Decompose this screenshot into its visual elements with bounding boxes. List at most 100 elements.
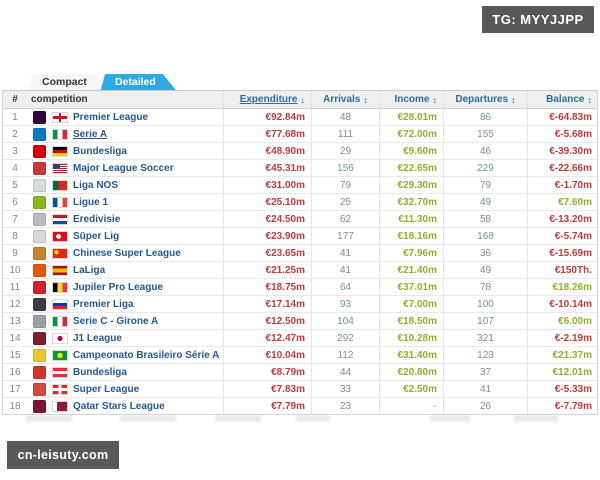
balance-cell: €-7.79m xyxy=(527,398,597,414)
competition-link[interactable]: Liga NOS xyxy=(73,179,119,191)
expenditure-sort-link[interactable]: Expenditure xyxy=(239,94,298,105)
rank-cell: 7 xyxy=(12,213,18,225)
arrivals-cell: 48 xyxy=(311,109,379,125)
competition-link[interactable]: Bundesliga xyxy=(73,145,127,157)
competition-link[interactable]: Major League Soccer xyxy=(73,162,174,174)
league-logo-icon xyxy=(33,127,46,141)
country-flag-icon xyxy=(52,366,68,378)
departures-cell: 168 xyxy=(443,228,527,244)
income-cell: €10.28m xyxy=(379,330,443,346)
country-flag-icon xyxy=(52,213,68,225)
tab-detailed[interactable]: Detailed xyxy=(101,74,176,90)
header-expenditure: Expenditure ↓ xyxy=(223,91,311,108)
country-flag-icon xyxy=(52,264,68,276)
balance-cell: €-15.69m xyxy=(527,245,597,261)
country-flag-icon xyxy=(52,145,68,157)
competition-link[interactable]: Campeonato Brasileiro Série A xyxy=(73,349,220,361)
country-flag-icon xyxy=(52,332,68,344)
arrivals-cell: 29 xyxy=(311,143,379,159)
country-flag-icon xyxy=(52,281,68,293)
income-cell: €29.30m xyxy=(379,177,443,193)
competition-link[interactable]: Süper Lig xyxy=(73,230,120,242)
arrivals-cell: 177 xyxy=(311,228,379,244)
departures-cell: 321 xyxy=(443,330,527,346)
arrivals-cell: 44 xyxy=(311,364,379,380)
competition-link[interactable]: Super League xyxy=(73,383,140,395)
expenditure-cell: €17.14m xyxy=(223,296,311,312)
rank-cell: 9 xyxy=(12,247,18,259)
balance-cell: €-1.70m xyxy=(527,177,597,193)
competition-link[interactable]: J1 League xyxy=(73,332,122,344)
balance-cell: €-39.30m xyxy=(527,143,597,159)
arrivals-cell: 93 xyxy=(311,296,379,312)
competition-link[interactable]: Premier Liga xyxy=(73,298,134,310)
pixelation-artifact xyxy=(296,415,330,422)
balance-sort-link[interactable]: Balance xyxy=(546,94,585,105)
income-cell: €18.16m xyxy=(379,228,443,244)
expenditure-cell: €12.50m xyxy=(223,313,311,329)
table-row: 6 Ligue 1 €25.10m 25 €32.70m 49 €7.60m xyxy=(3,194,597,211)
arrivals-cell: 33 xyxy=(311,381,379,397)
arrivals-cell: 23 xyxy=(311,398,379,414)
expenditure-cell: €23.65m xyxy=(223,245,311,261)
sort-both-icon[interactable]: ↕ xyxy=(363,94,368,105)
income-cell: €2.50m xyxy=(379,381,443,397)
departures-sort-link[interactable]: Departures xyxy=(455,94,509,105)
sort-both-icon[interactable]: ↕ xyxy=(511,94,516,105)
country-flag-icon xyxy=(52,128,68,140)
competition-link[interactable]: LaLiga xyxy=(73,264,106,276)
balance-cell: €-13.20m xyxy=(527,211,597,227)
income-cell: €32.70m xyxy=(379,194,443,210)
country-flag-icon xyxy=(52,111,68,123)
competition-link[interactable]: Bundesliga xyxy=(73,366,127,378)
balance-cell: €-5.74m xyxy=(527,228,597,244)
expenditure-cell: €31.00m xyxy=(223,177,311,193)
departures-cell: 229 xyxy=(443,160,527,176)
competition-cell: Super League xyxy=(27,381,223,397)
league-logo-icon xyxy=(33,331,46,345)
arrivals-sort-link[interactable]: Arrivals xyxy=(323,94,361,105)
competition-link[interactable]: Eredivisie xyxy=(73,213,121,225)
sort-both-icon[interactable]: ↕ xyxy=(587,94,593,105)
arrivals-cell: 41 xyxy=(311,262,379,278)
table-row: 8 Süper Lig €23.90m 177 €18.16m 168 €-5.74m xyxy=(3,228,597,245)
departures-cell: 26 xyxy=(443,398,527,414)
country-flag-icon xyxy=(52,230,68,242)
balance-cell: €-64.83m xyxy=(527,109,597,125)
departures-cell: 46 xyxy=(443,143,527,159)
tab-compact[interactable]: Compact xyxy=(28,74,107,90)
competition-link[interactable]: Serie A xyxy=(73,128,108,140)
expenditure-cell: €77.68m xyxy=(223,126,311,142)
league-logo-icon xyxy=(33,178,46,192)
league-logo-icon xyxy=(33,110,46,124)
income-sort-link[interactable]: Income xyxy=(394,94,430,105)
departures-cell: 36 xyxy=(443,245,527,261)
country-flag-icon xyxy=(52,247,68,259)
competition-cell: Premier Liga xyxy=(27,296,223,312)
sort-desc-icon[interactable]: ↓ xyxy=(300,94,306,105)
competition-cell: Bundesliga xyxy=(27,364,223,380)
competition-cell: Major League Soccer xyxy=(27,160,223,176)
income-cell: - xyxy=(379,398,443,414)
income-cell: €11.30m xyxy=(379,211,443,227)
income-cell: €9.60m xyxy=(379,143,443,159)
rank-cell: 13 xyxy=(9,315,21,327)
competition-link[interactable]: Qatar Stars League xyxy=(73,400,165,412)
watermark-badge: cn-leisuty.com xyxy=(7,441,119,469)
league-logo-icon xyxy=(33,348,46,362)
league-logo-icon xyxy=(33,297,46,311)
income-cell: €18.50m xyxy=(379,313,443,329)
departures-cell: 107 xyxy=(443,313,527,329)
expenditure-cell: €24.50m xyxy=(223,211,311,227)
competition-link[interactable]: Jupiler Pro League xyxy=(73,281,164,293)
competition-link[interactable]: Chinese Super League xyxy=(73,247,181,259)
competition-cell: Jupiler Pro League xyxy=(27,279,223,295)
balance-cell: €6.00m xyxy=(527,313,597,329)
competition-link[interactable]: Ligue 1 xyxy=(73,196,109,208)
arrivals-cell: 64 xyxy=(311,279,379,295)
balance-cell: €-5.33m xyxy=(527,381,597,397)
competition-link[interactable]: Premier League xyxy=(73,111,149,123)
competition-cell: Eredivisie xyxy=(27,211,223,227)
competition-link[interactable]: Serie C - Girone A xyxy=(73,315,159,327)
sort-both-icon[interactable]: ↕ xyxy=(432,94,438,105)
